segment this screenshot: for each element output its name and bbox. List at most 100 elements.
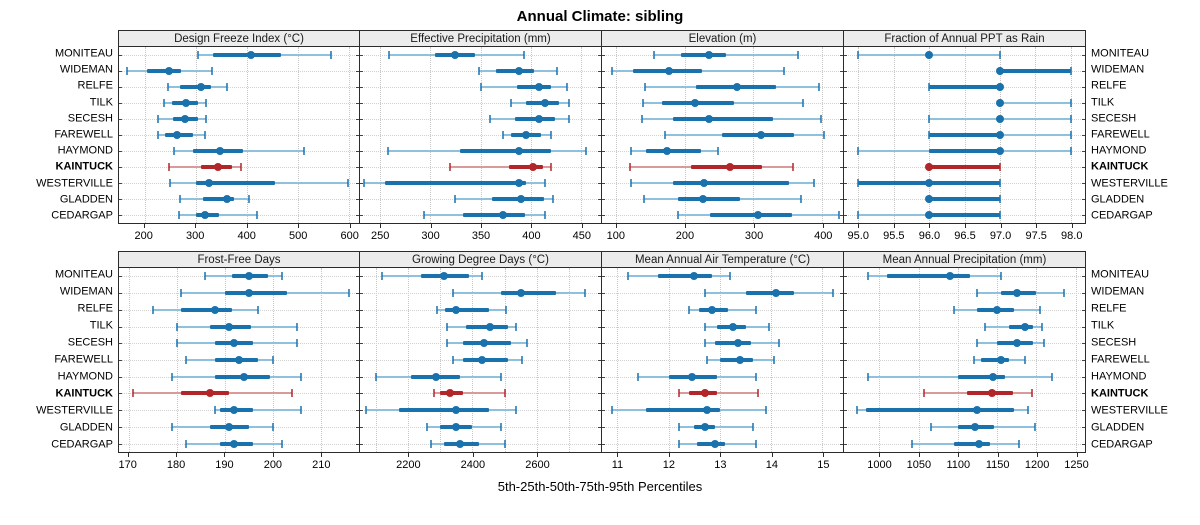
row-tick-right — [840, 326, 843, 328]
row-tick-right — [356, 343, 359, 345]
gridline-horizontal — [360, 119, 601, 120]
median-dot — [1020, 322, 1029, 331]
x-tick-label: 200 — [263, 459, 283, 471]
row-tick-left — [602, 215, 605, 216]
whisker-cap — [170, 422, 173, 431]
whisker-cap — [1000, 272, 1002, 281]
whisker-cap — [652, 51, 655, 59]
panel-strip-title: Fraction of Annual PPT as Rain — [884, 32, 1045, 45]
row-tick-left — [360, 150, 363, 152]
whisker-cap — [452, 356, 455, 364]
row-tick-left — [602, 326, 605, 328]
x-tick-mark — [531, 224, 533, 228]
row-tick-left — [844, 393, 847, 395]
row-tick-left — [844, 426, 847, 428]
median-dot — [690, 99, 699, 107]
row-tick-right — [1082, 87, 1085, 88]
whisker-cap — [1026, 406, 1029, 415]
whisker-cap — [346, 179, 349, 187]
row-tick-right — [598, 55, 601, 56]
whisker-cap — [856, 406, 859, 415]
whisker-cap — [167, 163, 170, 171]
row-tick-right — [1082, 326, 1085, 328]
site-label-right: RELFE — [1091, 302, 1127, 315]
panel-strip-title: Effective Precipitation (mm) — [410, 32, 551, 45]
site-label-right: WIDEMAN — [1091, 63, 1145, 76]
site-label-left: HAYMOND — [57, 144, 113, 157]
box-25th-75th — [678, 197, 741, 201]
site-labels-area: MONITEAU WIDEMAN RELFE TILK SECESH FAREWELL HA… — [1086, 267, 1200, 453]
median-dot — [455, 439, 464, 448]
whisker-cap — [688, 305, 691, 314]
gridline-horizontal — [119, 119, 359, 120]
x-tick-label: 300 — [744, 230, 764, 242]
whisker-cap — [290, 389, 293, 398]
whisker-5th-95th — [653, 54, 799, 56]
median-dot — [431, 372, 440, 381]
row-tick-left — [119, 293, 122, 295]
whisker-cap — [179, 195, 182, 203]
row-tick-right — [356, 426, 359, 428]
box-25th-75th — [953, 441, 990, 446]
median-dot — [704, 51, 713, 59]
median-dot — [757, 131, 766, 139]
whisker-cap — [1033, 422, 1036, 431]
whisker-cap — [703, 322, 706, 331]
gridline-horizontal — [844, 343, 1085, 345]
x-tick-label: 96.0 — [918, 230, 941, 242]
whisker-5th-95th — [215, 409, 302, 412]
whisker-cap — [211, 67, 214, 75]
median-dot — [975, 439, 984, 448]
panel-strip: Growing Degree Days (°C) — [360, 251, 602, 267]
row-tick-left — [360, 55, 363, 56]
box-25th-75th — [646, 149, 702, 153]
box-25th-75th — [398, 408, 489, 413]
row-tick-left — [360, 71, 363, 72]
whisker-cap — [1069, 67, 1072, 75]
median-dot — [244, 272, 253, 281]
median-dot — [728, 322, 737, 331]
whisker-cap — [295, 339, 298, 348]
row-tick-left — [602, 150, 605, 152]
site-labels-right: MONITEAU WIDEMAN RELFE TILK SECESH FAREWELL HA… — [1086, 251, 1200, 477]
panel-x-axis: 2200 2400 2600 — [360, 453, 602, 477]
x-tick-mark — [537, 453, 539, 457]
row-tick-right — [598, 309, 601, 311]
panel: Growing Degree Days (°C) 2200 2400 2600 — [360, 251, 602, 477]
row-tick-right — [840, 309, 843, 311]
site-label-left: SECESH — [67, 112, 113, 125]
site-label-left: WIDEMAN — [59, 285, 113, 298]
whisker-cap — [295, 322, 298, 331]
median-dot — [753, 211, 762, 219]
median-dot — [698, 195, 707, 203]
row-tick-left — [119, 167, 122, 168]
whisker-cap — [857, 211, 860, 219]
row-tick-right — [356, 167, 359, 168]
panel-strip-title: Mean Annual Air Temperature (°C) — [634, 253, 811, 266]
gridline-horizontal — [119, 71, 359, 72]
whisker-cap — [503, 389, 506, 398]
whisker-cap — [178, 211, 181, 219]
panel: Effective Precipitation (mm) 250 300 350 400… — [360, 30, 602, 248]
row-tick-right — [598, 183, 601, 184]
row-tick-left — [119, 276, 122, 278]
median-dot — [995, 99, 1004, 107]
site-label-left: MONITEAU — [54, 47, 113, 60]
x-tick-label: 200 — [675, 230, 695, 242]
row-tick-left — [844, 326, 847, 328]
row-tick-right — [598, 276, 601, 278]
site-label-left: HAYMOND — [57, 370, 113, 383]
whisker-cap — [565, 83, 568, 91]
whisker-cap — [628, 163, 631, 171]
row-tick-left — [602, 87, 605, 88]
row-tick-right — [598, 343, 601, 345]
x-tick-mark — [823, 453, 825, 457]
x-tick-mark — [958, 453, 960, 457]
row-tick-left — [360, 376, 363, 378]
row-tick-left — [360, 410, 363, 412]
median-dot — [445, 389, 454, 398]
row-tick-left — [844, 443, 847, 445]
x-tick-label: 95.5 — [883, 230, 905, 242]
row-tick-right — [1082, 343, 1085, 345]
whisker-cap — [1031, 389, 1034, 398]
